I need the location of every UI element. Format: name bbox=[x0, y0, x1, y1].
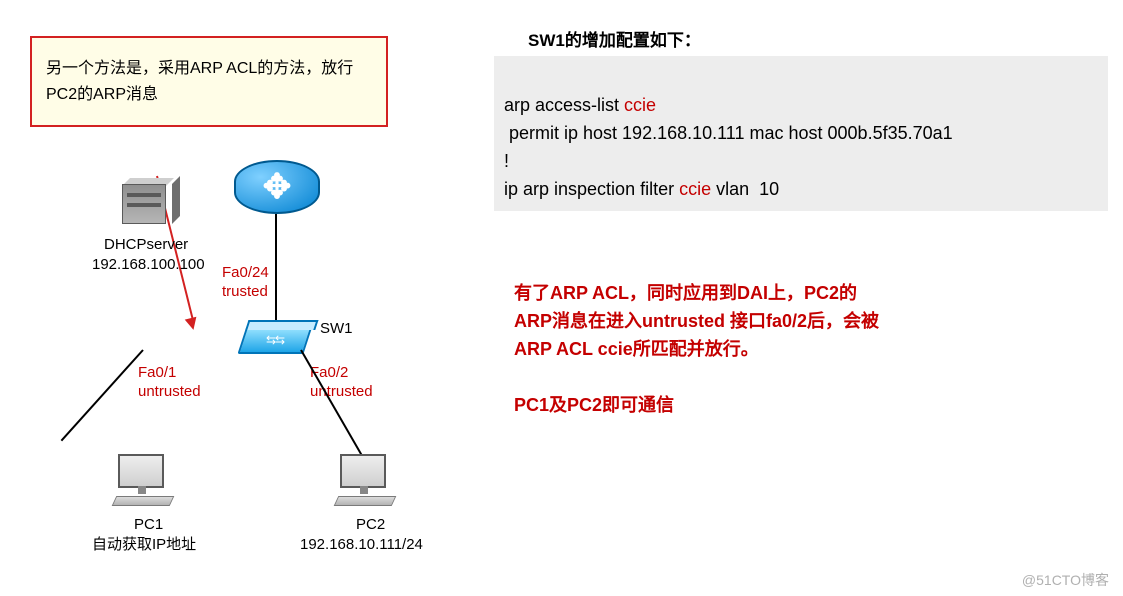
pc1-icon bbox=[114, 454, 172, 506]
dhcp-server-label: DHCPserver bbox=[104, 236, 188, 255]
dhcp-server-icon bbox=[122, 184, 174, 232]
pc2-icon bbox=[336, 454, 394, 506]
cfg-l1b: ccie bbox=[624, 95, 656, 115]
explain-p2: PC1及PC2即可通信 bbox=[514, 392, 674, 420]
dhcp-server-ip: 192.168.100.100 bbox=[92, 256, 205, 275]
port-fa01: Fa0/1 untrusted bbox=[138, 364, 201, 402]
callout-arrow-head bbox=[185, 317, 200, 332]
pc2-label: PC2 bbox=[356, 516, 385, 535]
callout-box: 另一个方法是，采用ARP ACL的方法，放行PC2的ARP消息 bbox=[30, 36, 388, 127]
port-fa024: Fa0/24 trusted bbox=[222, 264, 269, 302]
switch-label: SW1 bbox=[320, 320, 353, 339]
cfg-l1a: arp access-list bbox=[504, 95, 624, 115]
cfg-l4c: vlan 10 bbox=[711, 179, 779, 199]
cfg-l4b: ccie bbox=[679, 179, 711, 199]
config-title: SW1的增加配置如下： bbox=[528, 26, 701, 51]
diagram-canvas: 另一个方法是，采用ARP ACL的方法，放行PC2的ARP消息 DHCPserv… bbox=[0, 0, 1123, 596]
explain-p1: 有了ARP ACL，同时应用到DAI上，PC2的 ARP消息在进入untrust… bbox=[514, 280, 879, 364]
watermark: @51CTO博客 bbox=[1022, 570, 1109, 590]
cfg-l4a: ip arp inspection filter bbox=[504, 179, 679, 199]
pc2-sub: 192.168.10.111/24 bbox=[300, 536, 423, 555]
link-sw-pc1 bbox=[61, 349, 144, 441]
pc1-label: PC1 bbox=[134, 516, 163, 535]
cfg-l2: permit ip host 192.168.10.111 mac host 0… bbox=[504, 123, 953, 143]
link-router-switch bbox=[275, 214, 277, 320]
router-icon: ✥ bbox=[234, 160, 320, 214]
config-box: arp access-list ccie permit ip host 192.… bbox=[494, 56, 1108, 211]
pc1-sub: 自动获取IP地址 bbox=[92, 536, 196, 555]
cfg-l3: ! bbox=[504, 151, 509, 171]
